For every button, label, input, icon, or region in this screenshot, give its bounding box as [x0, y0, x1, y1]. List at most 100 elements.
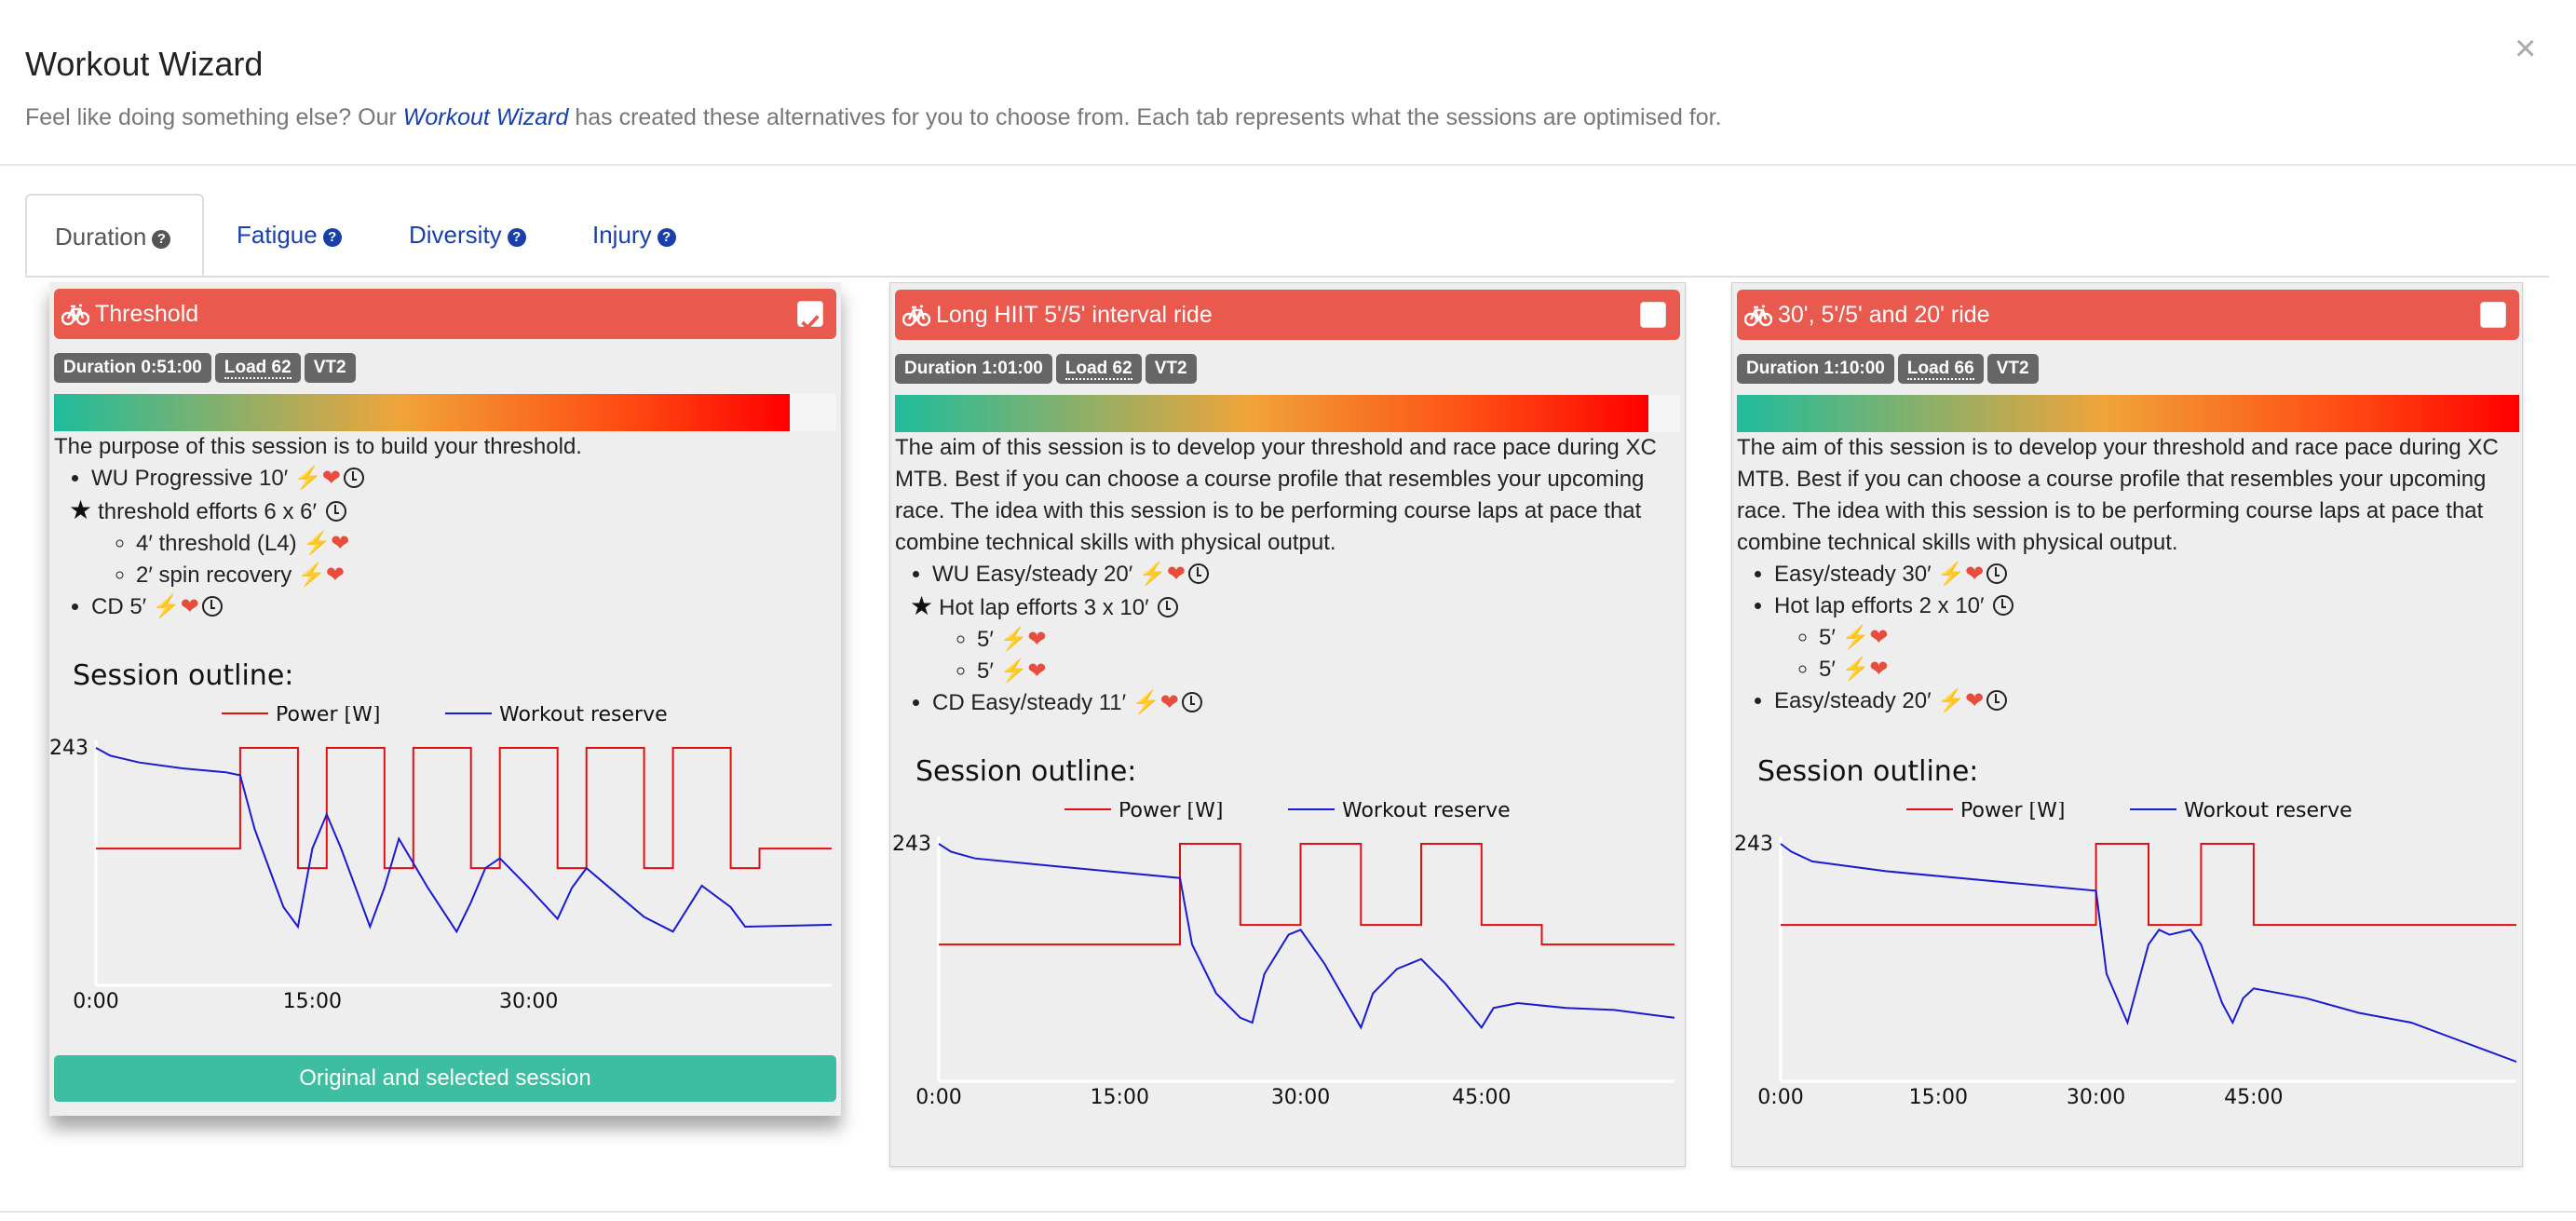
y-tick-label: 243	[49, 737, 88, 760]
list-item: WU Progressive 10′ ⚡❤	[91, 463, 836, 495]
tab-fatigue[interactable]: Fatigue?	[237, 194, 342, 276]
step-label: 5′	[1819, 625, 1836, 650]
workout-reserve-series-line	[1780, 843, 2517, 1063]
badge-row: Duration 0:51:00 Load 62 VT2	[54, 353, 359, 383]
tab-duration-label: Duration	[55, 223, 147, 251]
session-outline-chart: Power [W] Workout reserve 243 0:00 15:00 30:0…	[892, 802, 1675, 1109]
x-tick-label: 0:00	[1757, 1086, 1803, 1109]
load-badge[interactable]: Load 62	[214, 353, 301, 383]
y-tick-label: 243	[1734, 833, 1773, 856]
x-tick-label: 0:00	[915, 1086, 961, 1109]
session-card-30-5-5-20[interactable]: 30', 5'/5' and 20' ride Duration 1:10:00…	[1731, 282, 2523, 1167]
duration-badge: Duration 1:10:00	[1737, 354, 1894, 384]
badge-row: Duration 1:01:00 Load 62 VT2	[895, 354, 1200, 384]
x-tick-label: 45:00	[2224, 1086, 2283, 1109]
load-badge-text: Load 62	[1064, 359, 1132, 380]
tab-fatigue-label: Fatigue	[237, 221, 318, 249]
help-icon[interactable]: ?	[507, 228, 526, 247]
tab-diversity[interactable]: Diversity?	[409, 194, 526, 276]
session-outline-title: Session outline:	[73, 659, 294, 692]
x-tick-label: 45:00	[1452, 1086, 1511, 1109]
bolt-icon: ⚡	[1841, 657, 1870, 682]
step-list: WU Easy/steady 20′ ⚡❤ ★Hot lap efforts 3…	[895, 559, 1680, 719]
list-item: Hot lap efforts 2 x 10′ 5′ ⚡❤ 5′ ⚡❤	[1774, 590, 2519, 685]
heart-icon: ❤	[1869, 625, 1889, 650]
session-outline-chart: Power [W] Workout reserve 243 0:00 15:00 30:0…	[49, 706, 833, 1013]
x-tick-label: 30:00	[2067, 1086, 2125, 1109]
heart-icon: ❤	[331, 531, 350, 556]
step-label: CD 5′	[91, 594, 147, 619]
heart-icon: ❤	[180, 594, 199, 619]
select-checkbox[interactable]	[2480, 302, 2506, 328]
session-description: The aim of this session is to develop yo…	[1737, 432, 2519, 717]
close-button[interactable]: ×	[2515, 28, 2537, 69]
zone-badge: VT2	[1145, 354, 1197, 384]
clock-icon	[201, 596, 223, 617]
card-header[interactable]: 30', 5'/5' and 20' ride	[1737, 290, 2519, 340]
tab-duration[interactable]: Duration?	[25, 194, 204, 276]
x-tick-label: 15:00	[1091, 1086, 1149, 1109]
step-label: Easy/steady 30′	[1774, 562, 1932, 587]
power-series-line	[939, 843, 1674, 946]
badge-row: Duration 1:10:00 Load 66 VT2	[1737, 354, 2042, 384]
bolt-icon: ⚡	[1138, 562, 1167, 587]
zone-badge: VT2	[304, 353, 356, 383]
step-label: 2′ spin recovery	[136, 563, 292, 588]
modal-title: Workout Wizard	[25, 45, 264, 83]
heart-icon: ❤	[325, 563, 345, 588]
heart-icon: ❤	[1965, 562, 1985, 587]
select-checkbox[interactable]	[797, 301, 823, 331]
heart-icon: ❤	[1965, 688, 1985, 713]
step-label: Hot lap efforts 3 x 10′	[939, 595, 1149, 620]
help-icon[interactable]: ?	[322, 228, 342, 247]
help-icon[interactable]: ?	[152, 230, 171, 249]
description-text: The aim of this session is to develop yo…	[895, 435, 1657, 555]
sub-step-list: 5′ ⚡❤ 5′ ⚡❤	[1774, 622, 2519, 685]
x-tick-label: 0:00	[73, 990, 118, 1013]
step-label: Hot lap efforts 2 x 10′	[1774, 593, 1985, 618]
session-card-threshold[interactable]: Threshold Duration 0:51:00 Load 62 VT2 The…	[49, 282, 841, 1116]
y-tick-label: 243	[892, 833, 931, 856]
heart-icon: ❤	[1166, 562, 1186, 587]
load-badge[interactable]: Load 66	[1897, 354, 1984, 384]
select-checkbox[interactable]	[1640, 302, 1666, 328]
clock-icon	[325, 501, 346, 522]
x-tick-label: 15:00	[1909, 1086, 1968, 1109]
session-description: The purpose of this session is to build …	[54, 431, 836, 623]
bolt-icon: ⚡	[303, 531, 332, 556]
load-bar	[54, 394, 836, 431]
legend-label: Power [W]	[276, 706, 380, 726]
list-item: 5′ ⚡❤	[977, 624, 1680, 656]
load-bar	[895, 395, 1680, 432]
session-outline-title: Session outline:	[915, 755, 1137, 788]
selected-session-button[interactable]: Original and selected session	[54, 1055, 836, 1102]
legend-label: Power [W]	[1960, 802, 2065, 822]
session-card-long-hiit[interactable]: Long HIIT 5'/5' interval ride Duration 1…	[889, 282, 1686, 1167]
clock-icon	[1158, 597, 1179, 617]
help-icon[interactable]: ?	[657, 228, 676, 247]
bolt-icon: ⚡	[152, 594, 181, 619]
heart-icon: ❤	[1869, 657, 1889, 682]
list-item: CD 5′ ⚡❤	[91, 591, 836, 623]
clock-icon	[1993, 595, 2014, 616]
load-bar-fill	[1737, 395, 2519, 432]
step-label: WU Progressive 10′	[91, 466, 289, 491]
load-badge[interactable]: Load 62	[1055, 354, 1142, 384]
bike-icon	[902, 305, 930, 327]
step-list: WU Progressive 10′ ⚡❤ ★threshold efforts…	[54, 463, 836, 623]
clock-icon	[1986, 563, 2008, 584]
legend-label: Workout reserve	[2184, 802, 2352, 822]
list-item: ★threshold efforts 6 x 6′ 4′ threshold (…	[69, 495, 836, 591]
sub-step-list: 5′ ⚡❤ 5′ ⚡❤	[910, 624, 1680, 687]
heart-icon: ❤	[1027, 658, 1047, 684]
card-header[interactable]: Threshold	[54, 289, 836, 339]
bolt-icon: ⚡	[1132, 690, 1160, 715]
power-series-line	[1781, 843, 2516, 927]
star-icon: ★	[910, 591, 934, 620]
tab-injury-label: Injury	[592, 221, 652, 249]
clock-icon	[1986, 690, 2008, 711]
workout-wizard-link[interactable]: Workout Wizard	[402, 104, 569, 130]
card-header[interactable]: Long HIIT 5'/5' interval ride	[895, 290, 1680, 340]
heart-icon: ❤	[1159, 690, 1179, 715]
tab-injury[interactable]: Injury?	[592, 194, 676, 276]
